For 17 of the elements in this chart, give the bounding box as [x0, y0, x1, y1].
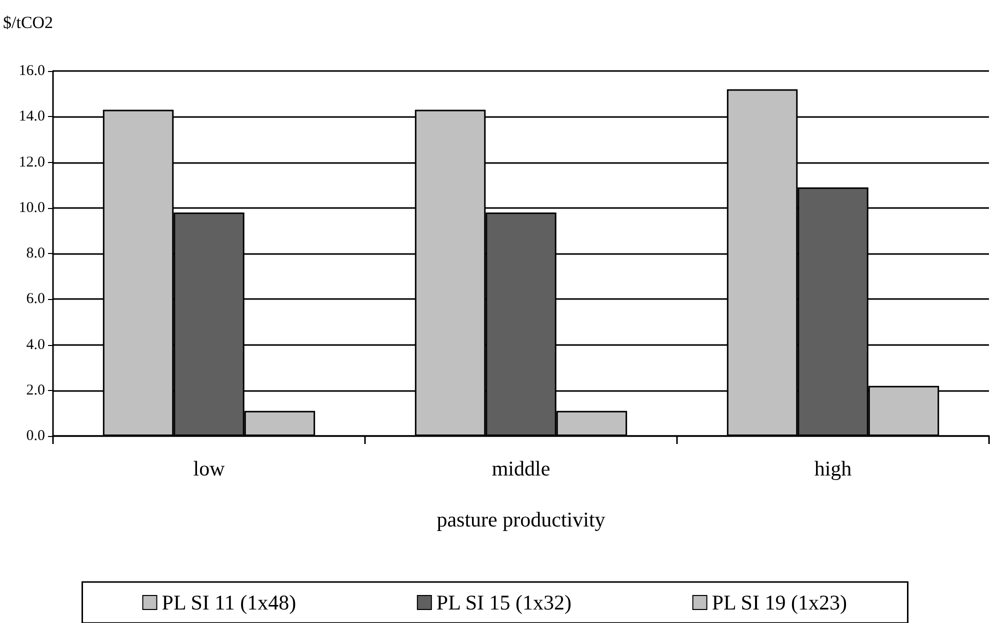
legend-label: PL SI 19 (1x23)	[712, 590, 847, 614]
y-tick-label: 12.0	[18, 154, 45, 170]
x-axis-title: pasture productivity	[436, 508, 606, 532]
y-axis-title: $/tCO2	[3, 13, 54, 32]
y-tick-label: 6.0	[26, 291, 45, 308]
legend-label: PL SI 15 (1x32)	[436, 590, 572, 614]
x-tick-label: high	[814, 456, 852, 480]
y-tick-label: 8.0	[26, 246, 45, 262]
y-tick-label: 14.0	[18, 108, 45, 125]
y-tick-label: 4.0	[26, 336, 45, 353]
legend-label: PL SI 11 (1x48)	[162, 590, 296, 614]
x-tick-label: middle	[492, 456, 550, 480]
y-tick-label: 0.0	[26, 428, 45, 444]
x-tick-label: low	[193, 456, 226, 480]
y-tick-label: 2.0	[26, 382, 45, 398]
y-tick-label: 16.0	[18, 63, 45, 79]
y-tick-label: 10.0	[18, 200, 45, 216]
